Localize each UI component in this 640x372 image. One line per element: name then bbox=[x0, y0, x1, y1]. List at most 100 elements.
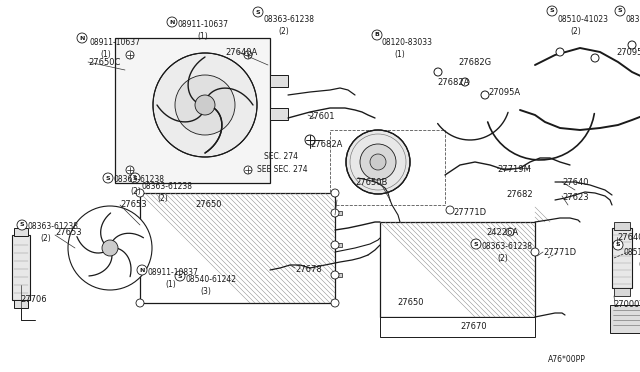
Text: 27653: 27653 bbox=[120, 200, 147, 209]
Text: 27623: 27623 bbox=[562, 193, 589, 202]
Text: SEE SEC. 274: SEE SEC. 274 bbox=[257, 165, 308, 174]
Text: 08363-61238: 08363-61238 bbox=[28, 222, 79, 231]
Text: 27650: 27650 bbox=[397, 298, 424, 307]
Bar bbox=[612, 228, 632, 288]
Circle shape bbox=[153, 53, 257, 157]
Bar bbox=[140, 193, 335, 303]
Bar bbox=[14, 228, 28, 236]
Circle shape bbox=[244, 51, 252, 59]
Text: 27682A: 27682A bbox=[437, 78, 469, 87]
Bar bbox=[332, 243, 342, 247]
Circle shape bbox=[136, 299, 144, 307]
Bar bbox=[610, 305, 640, 333]
Text: 27682G: 27682G bbox=[458, 58, 491, 67]
Circle shape bbox=[613, 240, 623, 250]
Circle shape bbox=[167, 17, 177, 27]
Circle shape bbox=[372, 30, 382, 40]
Text: (2): (2) bbox=[130, 187, 141, 196]
Bar bbox=[332, 273, 342, 277]
Text: N: N bbox=[170, 19, 175, 25]
Text: N: N bbox=[140, 267, 145, 273]
Text: 08363-61238: 08363-61238 bbox=[482, 242, 533, 251]
Circle shape bbox=[136, 189, 144, 197]
Text: (1): (1) bbox=[165, 280, 176, 289]
Text: 27000Y: 27000Y bbox=[613, 300, 640, 309]
Text: 08540-61242: 08540-61242 bbox=[185, 275, 236, 284]
Circle shape bbox=[331, 209, 339, 217]
Text: 27640E: 27640E bbox=[617, 233, 640, 242]
Text: (2): (2) bbox=[157, 194, 168, 203]
Text: 27706: 27706 bbox=[20, 295, 47, 304]
Text: B: B bbox=[374, 32, 380, 38]
Circle shape bbox=[615, 6, 625, 16]
Circle shape bbox=[331, 299, 339, 307]
Text: 08911-10837: 08911-10837 bbox=[148, 268, 199, 277]
Circle shape bbox=[331, 271, 339, 279]
Text: S: S bbox=[106, 176, 110, 180]
Text: (1): (1) bbox=[197, 32, 208, 41]
Text: 27640A: 27640A bbox=[225, 48, 257, 57]
Text: 27771D: 27771D bbox=[543, 248, 576, 257]
Circle shape bbox=[305, 135, 315, 145]
Circle shape bbox=[591, 54, 599, 62]
Circle shape bbox=[244, 166, 252, 174]
Text: (1): (1) bbox=[394, 50, 404, 59]
Text: 27650C: 27650C bbox=[88, 58, 120, 67]
Text: 27601: 27601 bbox=[308, 112, 335, 121]
Circle shape bbox=[346, 130, 410, 194]
Text: 27095: 27095 bbox=[616, 48, 640, 57]
Circle shape bbox=[175, 271, 185, 281]
Text: (2): (2) bbox=[497, 254, 508, 263]
Text: S: S bbox=[550, 9, 554, 13]
Text: (2): (2) bbox=[278, 27, 289, 36]
Circle shape bbox=[253, 7, 263, 17]
Circle shape bbox=[126, 166, 134, 174]
Circle shape bbox=[331, 241, 339, 249]
Text: 08120-83033: 08120-83033 bbox=[382, 38, 433, 47]
Text: 08363-61238: 08363-61238 bbox=[141, 182, 192, 191]
Text: (2): (2) bbox=[570, 27, 580, 36]
Text: S: S bbox=[20, 222, 24, 228]
Text: SEC. 274: SEC. 274 bbox=[264, 152, 298, 161]
Text: 27682: 27682 bbox=[506, 190, 532, 199]
Text: S: S bbox=[616, 243, 620, 247]
Circle shape bbox=[175, 75, 235, 135]
Text: 08310-41226: 08310-41226 bbox=[626, 15, 640, 24]
Circle shape bbox=[446, 206, 454, 214]
Text: 08513-61652: 08513-61652 bbox=[623, 248, 640, 257]
Text: 27640: 27640 bbox=[562, 178, 589, 187]
Text: 27682A: 27682A bbox=[310, 140, 342, 149]
Text: S: S bbox=[618, 9, 622, 13]
Text: A76*00PP: A76*00PP bbox=[548, 355, 586, 364]
Circle shape bbox=[370, 154, 386, 170]
Bar bbox=[614, 222, 630, 230]
Text: 27771D: 27771D bbox=[453, 208, 486, 217]
Bar bbox=[614, 288, 630, 296]
Text: S: S bbox=[474, 241, 478, 247]
Circle shape bbox=[126, 51, 134, 59]
Bar bbox=[380, 222, 535, 317]
Circle shape bbox=[471, 239, 481, 249]
Text: (1): (1) bbox=[638, 260, 640, 269]
Bar bbox=[270, 108, 288, 120]
Text: 08911-10637: 08911-10637 bbox=[178, 20, 229, 29]
Text: S: S bbox=[132, 176, 138, 180]
Text: 08363-61238: 08363-61238 bbox=[114, 175, 165, 184]
Text: N: N bbox=[79, 35, 84, 41]
Text: 08510-41023: 08510-41023 bbox=[558, 15, 609, 24]
Circle shape bbox=[130, 173, 140, 183]
Bar bbox=[270, 75, 288, 87]
Bar bbox=[380, 317, 535, 337]
Text: 24226A: 24226A bbox=[486, 228, 518, 237]
Circle shape bbox=[628, 41, 636, 49]
Text: (3): (3) bbox=[200, 287, 211, 296]
Bar bbox=[115, 38, 270, 183]
Circle shape bbox=[506, 228, 514, 236]
Text: S: S bbox=[256, 10, 260, 15]
Circle shape bbox=[68, 206, 152, 290]
Circle shape bbox=[195, 95, 215, 115]
Text: 08911-10637: 08911-10637 bbox=[89, 38, 140, 47]
Circle shape bbox=[547, 6, 557, 16]
Circle shape bbox=[556, 48, 564, 56]
Circle shape bbox=[360, 144, 396, 180]
